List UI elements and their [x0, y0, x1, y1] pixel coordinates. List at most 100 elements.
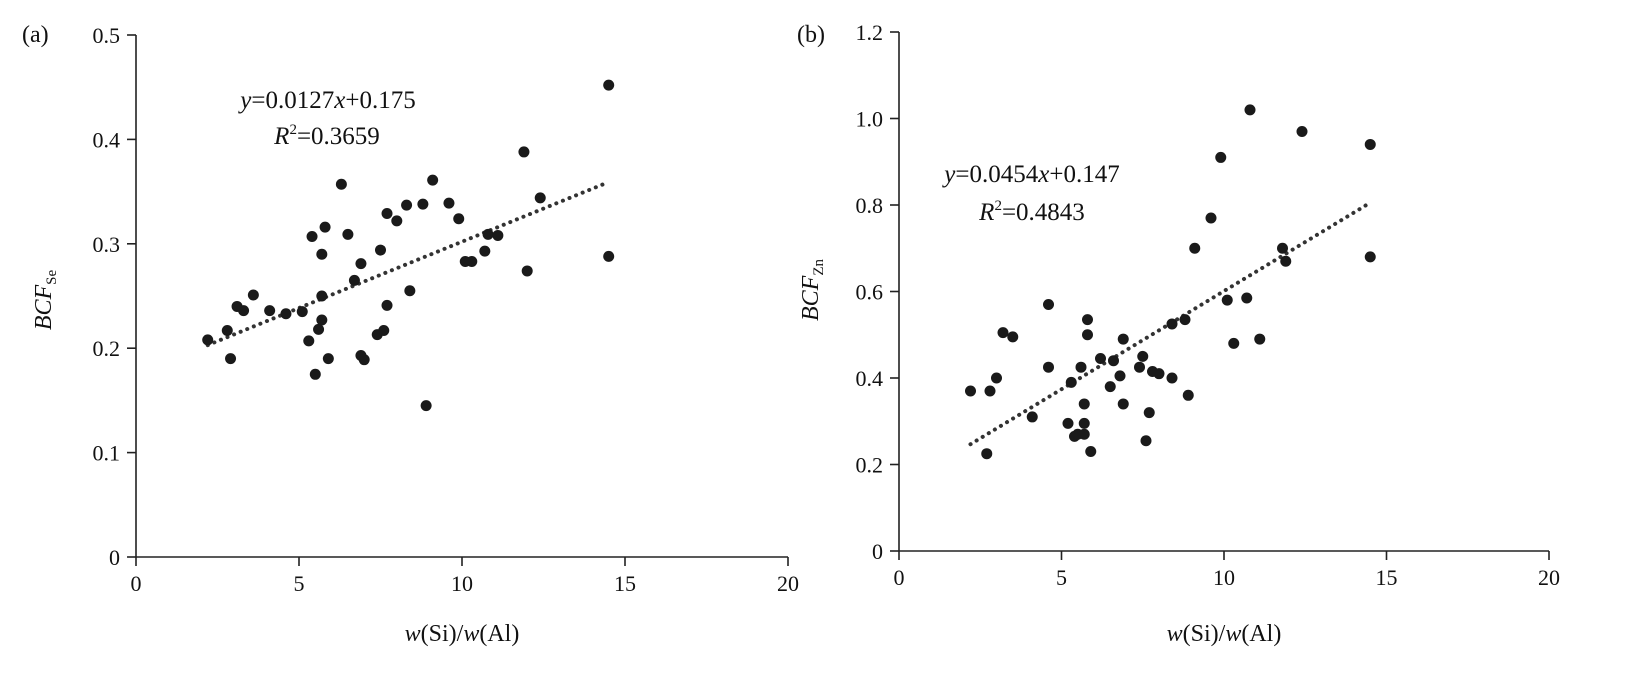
panel-b-y-axis-label: BCFZn — [798, 259, 827, 321]
panel-b-data-point — [1062, 417, 1074, 429]
panel-b-data-point — [1364, 138, 1376, 150]
panel-a-data-point — [603, 250, 615, 262]
panel-a-x-tick-label: 20 — [777, 571, 799, 596]
panel-b-y-tick-label: 0.2 — [856, 453, 884, 478]
panel-a-data-point — [202, 334, 214, 346]
panel-a-data-point — [303, 335, 315, 347]
panel-a-data-point — [313, 323, 325, 335]
panel-b-data-point — [1078, 398, 1090, 410]
panel-a-data-point — [322, 353, 334, 365]
panel-b-x-tick-label: 5 — [1056, 565, 1067, 590]
panel-b-data-point — [1244, 104, 1256, 116]
panel-a-data-point — [381, 208, 393, 220]
panel-a-data-point — [401, 199, 413, 211]
panel-a-data-point — [534, 192, 546, 204]
panel-a-trendline — [205, 180, 611, 348]
panel-b-regression-equation: y=0.0454x+0.147 — [941, 161, 1119, 188]
panel-a-data-point — [355, 258, 367, 270]
panel-a-data-point — [603, 79, 615, 91]
panel-b-plot-area: 0 0.2 0.4 0.6 0.8 1.0 1.2 0 5 10 15 20 — [856, 20, 1561, 590]
panel-a-data-point — [375, 244, 386, 256]
panel-b-y-tick-label: 1.0 — [856, 107, 884, 132]
panel-a-data-point — [479, 245, 491, 257]
panel-b-data-point — [1043, 298, 1054, 310]
panel-b-data-point — [1114, 370, 1126, 382]
panel-a-x-tick-label: 10 — [451, 571, 473, 596]
panel-b-x-axis-label: w(Si)/w(Al) — [1167, 621, 1282, 647]
panel-b: (b) BCFZn w(Si)/w(Al) y=0.0454x+0.147 R2… — [797, 20, 1560, 647]
panel-a-y-axis-label: BCFSe — [31, 269, 60, 330]
panel-a-data-point — [358, 354, 370, 366]
panel-a-data-point — [391, 215, 403, 227]
panel-b-data-point — [1078, 428, 1090, 440]
panel-a-data-point — [225, 353, 237, 365]
panel-b-x-tick-label: 15 — [1376, 565, 1398, 590]
panel-b-data-point — [1082, 314, 1093, 326]
panel-b-x-tick-label: 10 — [1213, 565, 1235, 590]
panel-b-data-point — [1254, 333, 1266, 345]
panel-b-data-point — [1153, 368, 1165, 380]
panel-b-data-point — [1182, 389, 1194, 401]
panel-b-data-point — [1137, 350, 1149, 362]
panel-b-data-point — [1140, 435, 1152, 447]
panel-a-data-point — [348, 274, 360, 286]
panel-b-r-squared: R2=0.4843 — [978, 198, 1085, 226]
panel-b-data-point — [1241, 292, 1253, 304]
panel-a-data-point — [453, 213, 465, 225]
panel-b-data-point — [1117, 398, 1129, 410]
panel-b-label: (b) — [797, 22, 825, 48]
panel-b-data-point — [1179, 314, 1191, 326]
panel-a-data-point — [280, 308, 292, 320]
panel-a-data-point — [420, 400, 432, 412]
panel-a-data-point — [247, 289, 259, 301]
panel-b-data-point — [981, 448, 993, 460]
panel-b-y-tick-label: 1.2 — [856, 20, 884, 45]
panel-b-data-point — [965, 385, 976, 397]
panel-a-label: (a) — [22, 22, 49, 48]
panel-a-data-point — [309, 368, 321, 380]
panel-b-data-point — [1104, 381, 1116, 393]
panel-a-x-tick-label: 15 — [614, 571, 636, 596]
panel-a-data-point — [518, 146, 530, 158]
panel-b-data-point — [1228, 337, 1240, 349]
panel-a-y-tick-label: 0.5 — [93, 23, 121, 48]
panel-b-data-point — [1108, 355, 1119, 367]
panel-a-data-point — [482, 228, 494, 240]
panel-a-y-tick-label: 0 — [109, 545, 120, 570]
panel-a: (a) BCFSe w(Si)/w(Al) y=0.0127x+0.175 R2… — [22, 22, 799, 647]
panel-a-data-point — [306, 230, 318, 242]
panel-a-x-axis-label: w(Si)/w(Al) — [405, 621, 520, 647]
panel-a-data-point — [521, 265, 533, 277]
panel-b-data-point — [1082, 329, 1093, 341]
panel-b-data-point — [1065, 376, 1077, 388]
panel-a-y-tick-label: 0.1 — [93, 441, 121, 466]
panel-a-data-point — [238, 305, 250, 317]
panel-b-data-point — [1221, 294, 1233, 306]
panel-b-data-point — [997, 327, 1009, 339]
panel-a-x-tick-label: 5 — [294, 571, 305, 596]
panel-b-data-point — [991, 372, 1002, 384]
panel-b-data-point — [1166, 372, 1178, 384]
panel-a-regression-equation: y=0.0127x+0.175 — [237, 87, 415, 114]
panel-b-data-point — [1095, 353, 1106, 365]
panel-b-y-tick-label: 0 — [872, 539, 883, 564]
panel-a-data-point — [316, 314, 328, 326]
panel-a-data-point — [296, 306, 308, 318]
panel-b-data-point — [1189, 242, 1201, 254]
panel-a-data-point — [335, 178, 347, 190]
panel-b-data-point — [1007, 331, 1019, 343]
panel-b-data-point — [1085, 446, 1097, 458]
panel-a-plot-area: 0 0.1 0.2 0.3 0.4 0.5 0 5 10 15 20 — [93, 23, 800, 596]
panel-b-data-point — [1026, 411, 1038, 423]
panel-b-y-tick-label: 0.4 — [856, 366, 884, 391]
panel-b-data-point — [1117, 333, 1129, 345]
panel-b-data-point — [1143, 407, 1155, 419]
panel-b-data-point — [1215, 151, 1227, 163]
panel-a-data-point — [381, 299, 393, 311]
panel-a-data-point — [443, 197, 455, 209]
panel-b-x-tick-label: 0 — [894, 565, 905, 590]
panel-b-data-point — [1078, 417, 1090, 429]
panel-b-data-point — [1364, 251, 1376, 263]
panel-a-data-point — [319, 221, 331, 233]
